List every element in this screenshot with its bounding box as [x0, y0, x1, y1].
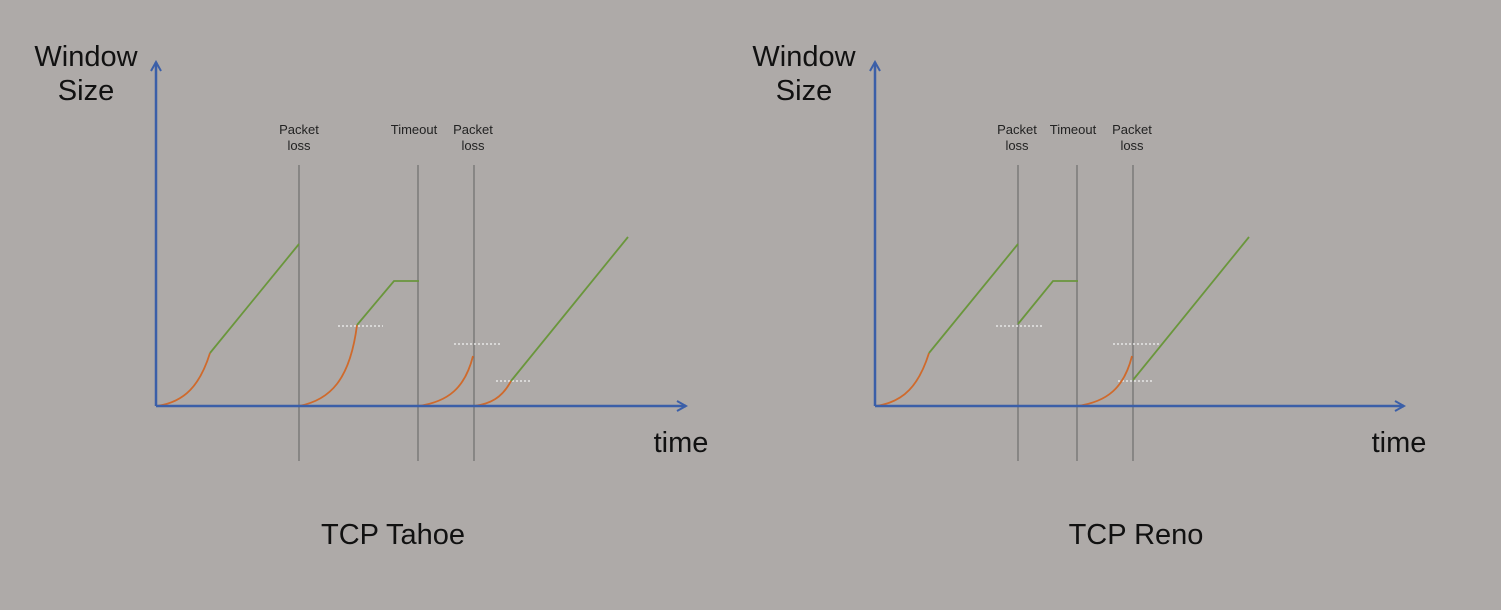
tahoe-y-axis-label-line1: Window	[34, 41, 138, 73]
tahoe-y-axis-label-line2: Size	[58, 75, 114, 107]
tahoe-slow-start-1	[156, 352, 211, 407]
tahoe-diagram: Window Size time Packet loss Timeout Pac…	[34, 41, 708, 551]
tahoe-linear-1	[209, 243, 300, 354]
reno-event-3-label-line1: Packet	[1112, 122, 1152, 137]
tahoe-slow-start-4	[473, 380, 512, 407]
tahoe-caption: TCP Tahoe	[321, 519, 465, 551]
reno-slow-start-2	[1076, 355, 1133, 407]
tahoe-linear-3	[510, 236, 629, 382]
tahoe-slow-start-2	[298, 324, 358, 407]
reno-linear-1	[928, 243, 1019, 354]
tahoe-event-1-label-line2: loss	[287, 138, 311, 153]
reno-event-1-label-line1: Packet	[997, 122, 1037, 137]
reno-y-axis-label-line2: Size	[776, 75, 832, 107]
reno-slow-start-1	[875, 352, 930, 407]
reno-x-axis-label: time	[1372, 427, 1427, 459]
reno-y-axis-label-line1: Window	[752, 41, 856, 73]
tahoe-linear-2	[356, 280, 419, 326]
reno-linear-3	[1132, 236, 1250, 381]
tahoe-event-2-label-line1: Timeout	[391, 122, 438, 137]
tahoe-x-axis-label: time	[654, 427, 709, 459]
tahoe-event-3-label-line1: Packet	[453, 122, 493, 137]
reno-event-3-label-line2: loss	[1120, 138, 1144, 153]
tahoe-event-3-label-line2: loss	[461, 138, 485, 153]
tahoe-slow-start-3	[417, 355, 474, 407]
reno-event-1-label-line2: loss	[1005, 138, 1029, 153]
tahoe-event-1-label-line1: Packet	[279, 122, 319, 137]
reno-caption: TCP Reno	[1069, 519, 1204, 551]
reno-diagram: Window Size time Packet loss Timeout Pac…	[752, 41, 1426, 551]
reno-linear-2	[1017, 280, 1078, 325]
reno-event-2-label-line1: Timeout	[1050, 122, 1097, 137]
